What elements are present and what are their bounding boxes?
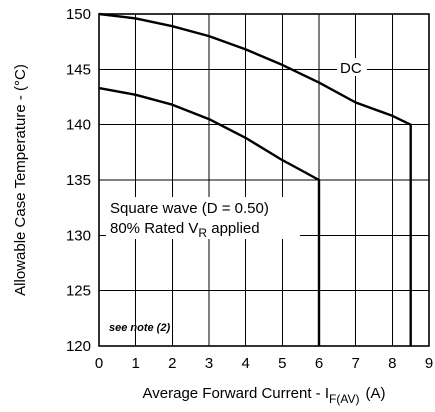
y-tick-label: 145 [66,61,91,78]
x-tick-label: 7 [351,355,359,372]
y-tick-label: 130 [66,227,91,244]
x-tick-label: 6 [315,355,323,372]
square-wave-label-line2-sub: R [198,226,207,240]
x-axis-label: Average Forward Current - IF(AV) (A) [143,385,386,406]
x-tick-label: 8 [388,355,396,372]
x-axis-label-main: Average Forward Current - I [143,385,329,402]
dc-label: DC [340,60,362,77]
square-wave-label-line2-tail: applied [207,220,260,237]
y-tick-label: 150 [66,6,91,23]
x-axis-label-sub: F(AV) [329,392,359,406]
square-wave-label-bg [106,197,300,239]
y-tick-label: 120 [66,338,91,355]
x-tick-label: 3 [205,355,213,372]
grid-lines [98,13,430,347]
plot-frame [98,13,430,347]
y-tick-label: 135 [66,172,91,189]
x-tick-label: 1 [131,355,139,372]
x-tick-label: 0 [95,355,103,372]
curves [98,12,412,346]
note-label: see note (2) [109,322,170,334]
x-tick-label: 9 [425,355,433,372]
dc-curve [98,12,412,346]
y-tick-label: 125 [66,283,91,300]
x-tick-label: 2 [168,355,176,372]
square-wave-label-line1: Square wave (D = 0.50) [110,200,269,217]
x-tick-label: 4 [241,355,249,372]
x-tick-label: 5 [278,355,286,372]
tick-labels: 0 1 2 3 4 5 6 7 8 9 120 125 130 135 140 145 150 [66,6,433,372]
dc-label-bg [337,58,367,76]
square-wave-label-line2-main: 80% Rated V [110,220,198,237]
y-tick-label: 140 [66,117,91,134]
y-axis-label: Allowable Case Temperature - (°C) [12,64,29,296]
square-wave-curve [98,86,321,346]
x-axis-label-unit: (A) [365,385,385,402]
square-wave-label-line2: 80% Rated VR applied [110,220,260,240]
